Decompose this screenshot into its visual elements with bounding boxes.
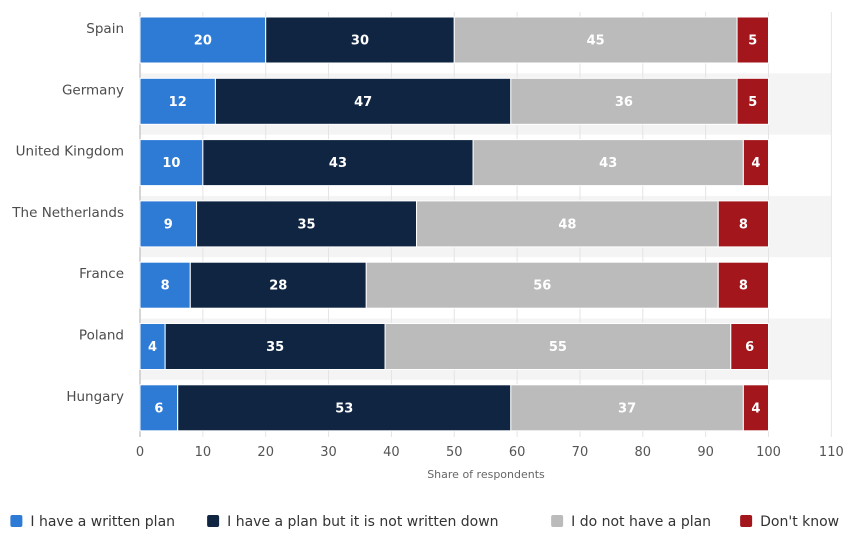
data-labels: 20 30 45 512 47 36 510 43 43 49 35 48 88 28 56 84 35 55 66… [148, 34, 760, 417]
data-label: 56 [533, 279, 551, 294]
bar-segment[interactable] [453, 16, 738, 64]
x-tick-label: 90 [697, 445, 714, 460]
data-label: 9 [164, 217, 173, 232]
legend-swatch [10, 515, 23, 527]
bar-segment[interactable] [717, 261, 769, 309]
bars [139, 16, 770, 432]
bar-segment[interactable] [214, 77, 512, 125]
x-tick-label: 50 [446, 445, 463, 460]
data-label: 28 [269, 279, 287, 294]
legend-item[interactable]: Don't know [740, 514, 839, 530]
bar-segment[interactable] [730, 323, 769, 370]
data-label: 47 [354, 95, 372, 110]
legend-item[interactable]: I do not have a plan [551, 514, 711, 530]
bar-segment[interactable] [139, 261, 191, 309]
category-label: United Kingdom [16, 144, 124, 160]
data-label: 36 [615, 95, 633, 110]
data-label: 4 [751, 156, 760, 171]
data-label: 45 [587, 34, 605, 49]
x-axis-ticks: 0 10 20 30 40 50 60 70 80 90 100 110 [136, 445, 844, 460]
data-label: 12 [169, 95, 187, 110]
x-tick-label: 60 [509, 445, 526, 460]
legend-swatch [207, 515, 220, 527]
legend-label: I have a written plan [30, 514, 175, 530]
data-label: 43 [599, 156, 617, 171]
data-label: 8 [161, 279, 170, 294]
bar-segment[interactable] [416, 200, 719, 248]
bar-segment[interactable] [742, 384, 769, 432]
data-label: 35 [298, 217, 316, 232]
category-label: Poland [79, 328, 124, 344]
bar-segment[interactable] [139, 384, 179, 432]
bar-segment[interactable] [510, 384, 744, 432]
data-label: 5 [748, 34, 757, 49]
category-label: France [79, 266, 124, 282]
x-tick-label: 20 [257, 445, 274, 460]
data-label: 20 [194, 34, 212, 49]
bar-segment[interactable] [196, 200, 418, 248]
bar-segment[interactable] [717, 200, 769, 248]
legend-swatch [551, 515, 564, 527]
category-label: Germany [62, 82, 124, 98]
data-label: 6 [745, 340, 754, 355]
legend-label: I do not have a plan [571, 514, 711, 530]
x-axis-title: Share of respondents [427, 468, 545, 481]
data-label: 35 [266, 340, 284, 355]
data-label: 37 [618, 401, 636, 416]
bar-segment[interactable] [164, 323, 386, 370]
category-label: The Netherlands [11, 205, 124, 221]
data-label: 4 [148, 340, 157, 355]
data-label: 48 [558, 217, 576, 232]
bar-segment[interactable] [139, 200, 198, 248]
bar-segment[interactable] [139, 77, 216, 125]
bar-segment[interactable] [736, 77, 770, 125]
bar-segment[interactable] [742, 139, 769, 187]
legend-label: I have a plan but it is not written down [227, 514, 498, 530]
data-label: 5 [748, 95, 757, 110]
x-tick-label: 40 [383, 445, 400, 460]
data-label: 30 [351, 34, 369, 49]
legend-swatch [740, 515, 753, 527]
x-tick-label: 30 [320, 445, 337, 460]
data-label: 4 [751, 401, 760, 416]
x-tick-label: 10 [195, 445, 212, 460]
data-label: 55 [549, 340, 567, 355]
bar-segment[interactable] [736, 16, 770, 64]
bar-segment[interactable] [189, 261, 367, 309]
x-tick-label: 110 [819, 445, 844, 460]
data-label: 6 [154, 401, 163, 416]
bar-segment[interactable] [384, 323, 732, 370]
legend-item[interactable]: I have a plan but it is not written down [207, 514, 499, 530]
bar-segment[interactable] [139, 139, 204, 187]
legend-label: Don't know [760, 514, 839, 530]
bar-segment[interactable] [139, 323, 166, 370]
bar-segment[interactable] [365, 261, 719, 309]
category-label: Hungary [66, 389, 124, 405]
data-label: 8 [739, 217, 748, 232]
x-tick-label: 70 [572, 445, 589, 460]
legend-item[interactable]: I have a written plan [10, 514, 175, 530]
x-tick-label: 0 [136, 445, 144, 460]
legend[interactable]: I have a written plan I have a plan but i… [10, 514, 839, 530]
data-label: 8 [739, 279, 748, 294]
bar-segment[interactable] [202, 139, 474, 187]
data-label: 10 [162, 156, 180, 171]
category-label: Spain [86, 21, 124, 37]
x-tick-label: 100 [756, 445, 781, 460]
bar-segment[interactable] [177, 384, 512, 432]
data-label: 43 [329, 156, 347, 171]
bar-segment[interactable] [472, 139, 744, 187]
category-labels: Spain Germany United Kingdom The Netherland… [11, 21, 124, 405]
x-tick-label: 80 [635, 445, 652, 460]
data-label: 53 [335, 401, 353, 416]
